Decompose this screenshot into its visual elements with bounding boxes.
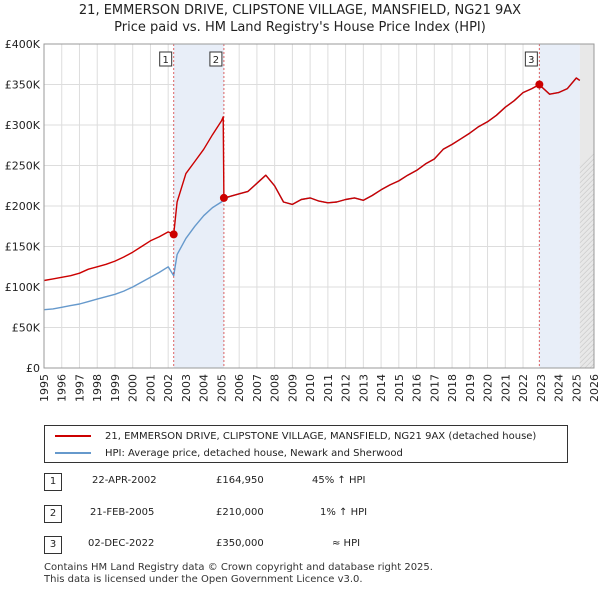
plot-frame	[43, 43, 595, 369]
y-tick-label: £250K	[5, 160, 41, 173]
legend-label-hpi: HPI: Average price, detached house, Newa…	[105, 447, 403, 459]
x-tick-label: 2014	[375, 374, 388, 402]
x-tick-label: 1998	[91, 374, 104, 402]
y-tick-label: £100K	[5, 281, 41, 294]
annotation-label: 1	[163, 55, 169, 66]
annotation-label: 2	[213, 55, 219, 66]
x-tick-label: 2016	[411, 374, 424, 402]
future-hatch	[579, 308, 595, 324]
y-tick-label: £200K	[5, 200, 41, 213]
legend: 21, EMMERSON DRIVE, CLIPSTONE VILLAGE, M…	[44, 425, 568, 463]
transaction-badge: 3	[44, 536, 62, 554]
y-tick-label: £300K	[5, 119, 41, 132]
transaction-date: 22-APR-2002	[92, 475, 157, 486]
x-tick-label: 2026	[588, 374, 600, 402]
annotation-box	[209, 51, 223, 67]
y-tick-label: £400K	[5, 38, 41, 51]
transaction-price: £350,000	[216, 538, 264, 549]
x-tick-label: 2002	[162, 374, 175, 402]
x-tick-label: 2012	[340, 374, 353, 402]
y-tick-label: £350K	[5, 79, 41, 92]
x-tick-label: 2018	[446, 374, 459, 402]
transaction-hpi: 1% ↑ HPI	[320, 507, 368, 518]
x-tick-label: 2000	[127, 374, 140, 402]
x-tick-label: 2007	[251, 374, 264, 402]
x-tick-label: 1997	[73, 374, 86, 402]
legend-label-price: 21, EMMERSON DRIVE, CLIPSTONE VILLAGE, M…	[105, 430, 537, 442]
x-tick-label: 2025	[570, 374, 583, 402]
transaction-hpi: ≈ HPI	[332, 538, 361, 549]
legend-swatch-price	[55, 435, 91, 437]
transaction-date: 02-DEC-2022	[88, 538, 155, 549]
transaction-date: 21-FEB-2005	[90, 507, 155, 518]
x-tick-label: 1999	[109, 374, 122, 402]
x-tick-label: 2003	[180, 374, 193, 402]
x-tick-label: 2004	[198, 374, 211, 402]
transaction-hpi: 45% ↑ HPI	[312, 475, 366, 486]
x-tick-label: 2011	[322, 374, 335, 402]
x-tick-label: 2020	[482, 374, 495, 402]
y-tick-label: £0	[26, 362, 40, 375]
footer-licence: This data is licensed under the Open Gov…	[44, 574, 363, 585]
legend-item-hpi: HPI: Average price, detached house, Newa…	[55, 445, 403, 461]
x-tick-label: 2023	[535, 374, 548, 402]
transaction-price: £210,000	[216, 507, 264, 518]
transaction-badge: 1	[44, 473, 62, 491]
x-tick-label: 1995	[38, 374, 51, 402]
sale-point	[219, 193, 228, 202]
x-tick-label: 2008	[269, 374, 282, 402]
ownership-shade	[173, 44, 224, 368]
legend-swatch-hpi	[55, 452, 91, 454]
future-hatch	[579, 193, 595, 209]
annotation-box	[159, 51, 173, 67]
x-tick-label: 2005	[215, 374, 228, 402]
price-series-line	[43, 77, 581, 282]
y-tick-label: £50K	[12, 322, 41, 335]
transaction-price: £164,950	[216, 475, 264, 486]
legend-item-price: 21, EMMERSON DRIVE, CLIPSTONE VILLAGE, M…	[55, 428, 536, 444]
x-tick-label: 2010	[304, 374, 317, 402]
annotation-box	[524, 51, 538, 67]
x-tick-label: 2024	[553, 374, 566, 402]
chart-title-line1: 21, EMMERSON DRIVE, CLIPSTONE VILLAGE, M…	[78, 3, 522, 18]
y-tick-label: £150K	[5, 241, 41, 254]
price-chart: 1 2 3 £0 £50K £100K £150K £200K £250K £300K £350K…	[5, 38, 600, 402]
annotation-label: 3	[528, 55, 534, 66]
x-tick-label: 2015	[393, 374, 406, 402]
future-hatch	[595, 44, 600, 368]
sale-point	[535, 80, 544, 89]
x-tick-label: 2019	[464, 374, 477, 402]
sale-point	[169, 230, 178, 239]
x-tick-label: 2009	[286, 374, 299, 402]
x-tick-label: 1996	[56, 374, 69, 402]
x-tick-label: 2006	[233, 374, 246, 402]
x-tick-label: 2017	[428, 374, 441, 402]
x-tick-label: 2021	[499, 374, 512, 402]
footer-copyright: Contains HM Land Registry data © Crown c…	[44, 562, 433, 573]
x-tick-label: 2001	[144, 374, 157, 402]
x-tick-label: 2013	[357, 374, 370, 402]
chart-title-line2: Price paid vs. HM Land Registry's House …	[114, 20, 486, 35]
transaction-badge: 2	[44, 505, 62, 523]
future-hatch	[579, 203, 595, 219]
future-hatch	[579, 303, 595, 319]
x-tick-label: 2022	[517, 374, 530, 402]
future-hatch	[579, 198, 595, 214]
ownership-shade	[539, 44, 580, 368]
